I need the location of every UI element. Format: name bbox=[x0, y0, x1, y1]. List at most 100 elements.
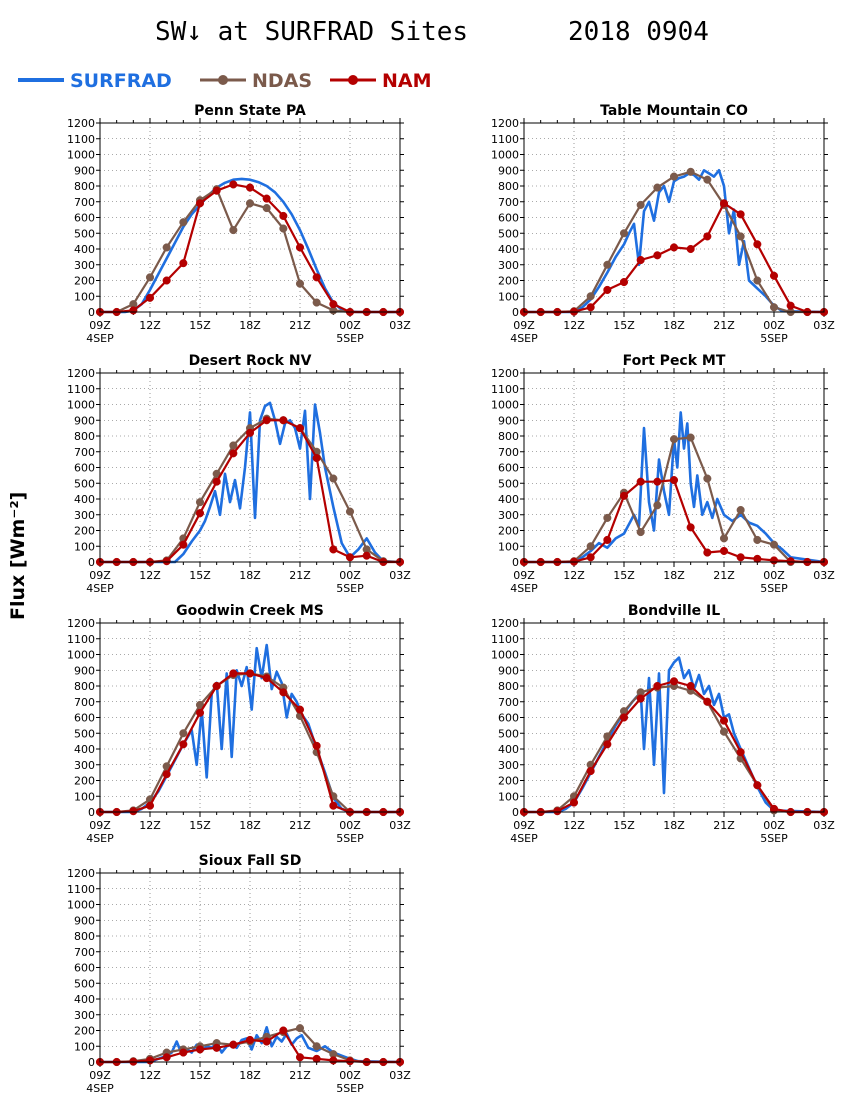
y-tick-label: 600 bbox=[74, 462, 95, 475]
chart-panel: Desert Rock NV 0 100 200 300 400 500 600 700 800 9… bbox=[67, 353, 411, 595]
y-tick-label: 0 bbox=[88, 306, 95, 319]
series-point-nam bbox=[703, 548, 712, 557]
series-point-nam bbox=[179, 740, 188, 749]
y-tick-label: 200 bbox=[74, 1025, 95, 1038]
y-tick-label: 900 bbox=[74, 414, 95, 427]
x-tick-label: 03Z bbox=[813, 819, 835, 832]
y-tick-label: 0 bbox=[88, 1056, 95, 1069]
x-tick-label: 18Z bbox=[663, 569, 685, 582]
y-tick-label: 1000 bbox=[491, 399, 519, 412]
series-point-nam bbox=[736, 553, 745, 562]
x-tick-sublabel: 5SEP bbox=[336, 582, 364, 595]
x-tick-label: 12Z bbox=[139, 1069, 161, 1082]
y-tick-label: 300 bbox=[498, 259, 519, 272]
series-point-nam bbox=[736, 748, 745, 757]
series-point-nam bbox=[279, 688, 288, 697]
series-point-nam bbox=[703, 697, 712, 706]
legend: SURFRAD NDAS NAM bbox=[18, 70, 432, 92]
series-point-ndas bbox=[703, 474, 712, 483]
series-point-nam bbox=[295, 705, 305, 714]
series-point-nam bbox=[162, 557, 171, 566]
series-point-ndas bbox=[295, 279, 305, 288]
y-tick-label: 600 bbox=[74, 962, 95, 975]
series-point-nam bbox=[329, 1056, 338, 1065]
x-tick-sublabel: 4SEP bbox=[510, 832, 538, 845]
chart-panel: Fort Peck MT 0 100 200 300 400 500 600 700 800 900… bbox=[491, 353, 835, 595]
y-tick-label: 100 bbox=[74, 790, 95, 803]
series-point-nam bbox=[686, 523, 695, 532]
series-point-ndas bbox=[686, 167, 695, 176]
series-point-ndas bbox=[279, 224, 288, 233]
series-point-ndas bbox=[345, 507, 355, 516]
y-tick-label: 700 bbox=[498, 196, 519, 209]
series-point-ndas bbox=[769, 303, 779, 312]
y-tick-label: 200 bbox=[74, 275, 95, 288]
y-tick-label: 1000 bbox=[491, 149, 519, 162]
series-point-nam bbox=[769, 804, 779, 813]
y-tick-label: 1100 bbox=[67, 383, 95, 396]
y-tick-label: 1100 bbox=[67, 633, 95, 646]
legend-marker-ndas bbox=[218, 75, 228, 85]
x-tick-sublabel: 5SEP bbox=[760, 832, 788, 845]
series-point-nam bbox=[229, 669, 238, 678]
series-point-nam bbox=[653, 681, 662, 691]
y-tick-label: 500 bbox=[74, 977, 95, 990]
series-point-ndas bbox=[686, 433, 695, 442]
series-point-nam bbox=[262, 1037, 271, 1046]
y-tick-label: 100 bbox=[74, 540, 95, 553]
x-tick-label: 15Z bbox=[613, 569, 635, 582]
series-point-ndas bbox=[603, 513, 612, 522]
series-line-surfrad bbox=[524, 411, 825, 564]
y-tick-label: 1100 bbox=[67, 133, 95, 146]
x-tick-label: 00Z bbox=[339, 319, 361, 332]
series-point-nam bbox=[703, 232, 712, 241]
series-point-ndas bbox=[145, 273, 155, 282]
y-tick-label: 600 bbox=[498, 462, 519, 475]
series-line-nam bbox=[524, 680, 824, 814]
series-point-nam bbox=[653, 251, 662, 260]
legend-label-surfrad: SURFRAD bbox=[70, 70, 172, 92]
y-tick-label: 100 bbox=[498, 790, 519, 803]
y-tick-label: 1100 bbox=[491, 633, 519, 646]
y-tick-label: 700 bbox=[498, 696, 519, 709]
series-point-nam bbox=[669, 677, 679, 686]
series-point-nam bbox=[212, 681, 221, 691]
y-axis-label: Flux [Wm⁻²] bbox=[7, 492, 29, 620]
y-tick-label: 600 bbox=[498, 212, 519, 225]
series-point-ndas bbox=[719, 534, 729, 543]
series-point-ndas bbox=[229, 441, 238, 450]
chart-panel: Goodwin Creek MS 0 100 200 300 400 500 600 700 80… bbox=[67, 603, 411, 845]
series-point-nam bbox=[719, 199, 729, 208]
x-tick-sublabel: 4SEP bbox=[510, 332, 538, 345]
y-tick-label: 300 bbox=[498, 759, 519, 772]
series-point-nam bbox=[162, 276, 171, 285]
x-tick-label: 15Z bbox=[189, 319, 211, 332]
x-tick-sublabel: 4SEP bbox=[86, 332, 114, 345]
series-point-nam bbox=[145, 1056, 155, 1065]
series-point-ndas bbox=[769, 540, 779, 549]
series-point-nam bbox=[569, 798, 579, 807]
series-point-nam bbox=[769, 556, 779, 565]
series-point-nam bbox=[719, 546, 729, 556]
y-tick-label: 400 bbox=[74, 243, 95, 256]
y-tick-label: 800 bbox=[498, 180, 519, 193]
x-tick-label: 09Z bbox=[89, 569, 111, 582]
x-tick-label: 00Z bbox=[763, 319, 785, 332]
y-tick-label: 1000 bbox=[67, 649, 95, 662]
y-tick-label: 1100 bbox=[67, 883, 95, 896]
series-point-nam bbox=[312, 741, 321, 750]
series-point-nam bbox=[262, 674, 271, 683]
series-point-ndas bbox=[703, 175, 712, 184]
x-tick-label: 00Z bbox=[339, 819, 361, 832]
series-point-nam bbox=[669, 476, 679, 485]
y-tick-label: 400 bbox=[74, 493, 95, 506]
series-point-nam bbox=[669, 243, 679, 252]
series-point-nam bbox=[719, 716, 729, 725]
y-tick-label: 1200 bbox=[67, 867, 95, 880]
series-point-ndas bbox=[653, 183, 662, 192]
series-point-nam bbox=[129, 306, 138, 315]
legend-label-nam: NAM bbox=[382, 70, 432, 92]
y-tick-label: 200 bbox=[74, 525, 95, 538]
panel-title: Fort Peck MT bbox=[623, 353, 726, 369]
series-point-nam bbox=[295, 424, 305, 433]
